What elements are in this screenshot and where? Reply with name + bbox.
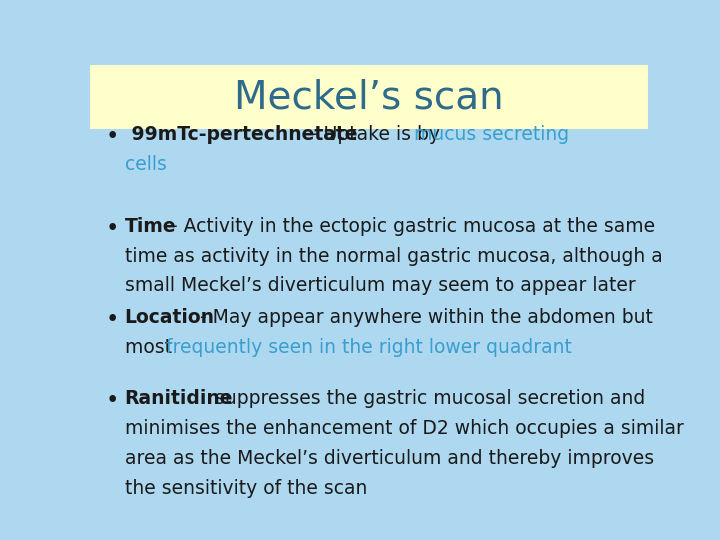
Text: mucus secreting: mucus secreting: [414, 125, 570, 144]
Text: •: •: [106, 389, 119, 412]
Text: minimises the enhancement of D2 which occupies a similar: minimises the enhancement of D2 which oc…: [125, 419, 683, 438]
Text: •: •: [106, 217, 119, 240]
Text: - Uptake is by: - Uptake is by: [305, 125, 446, 144]
Text: 99mTc-pertechnetate: 99mTc-pertechnetate: [125, 125, 357, 144]
Text: frequently seen in the right lower quadrant: frequently seen in the right lower quadr…: [166, 338, 572, 357]
Text: •: •: [106, 308, 119, 331]
Text: Time: Time: [125, 217, 176, 235]
Text: suppresses the gastric mucosal secretion and: suppresses the gastric mucosal secretion…: [209, 389, 645, 408]
Text: Meckel’s scan: Meckel’s scan: [234, 78, 504, 116]
FancyBboxPatch shape: [90, 65, 648, 129]
Text: small Meckel’s diverticulum may seem to appear later: small Meckel’s diverticulum may seem to …: [125, 276, 635, 295]
Text: cells: cells: [125, 155, 166, 174]
Text: time as activity in the normal gastric mucosa, although a: time as activity in the normal gastric m…: [125, 246, 662, 266]
Text: •: •: [106, 125, 119, 148]
Text: - May appear anywhere within the abdomen but: - May appear anywhere within the abdomen…: [194, 308, 653, 327]
Text: Ranitidine: Ranitidine: [125, 389, 233, 408]
Text: most: most: [125, 338, 178, 357]
Text: Location: Location: [125, 308, 215, 327]
Text: the sensitivity of the scan: the sensitivity of the scan: [125, 479, 367, 498]
Text: - Activity in the ectopic gastric mucosa at the same: - Activity in the ectopic gastric mucosa…: [165, 217, 654, 235]
Text: area as the Meckel’s diverticulum and thereby improves: area as the Meckel’s diverticulum and th…: [125, 449, 654, 468]
